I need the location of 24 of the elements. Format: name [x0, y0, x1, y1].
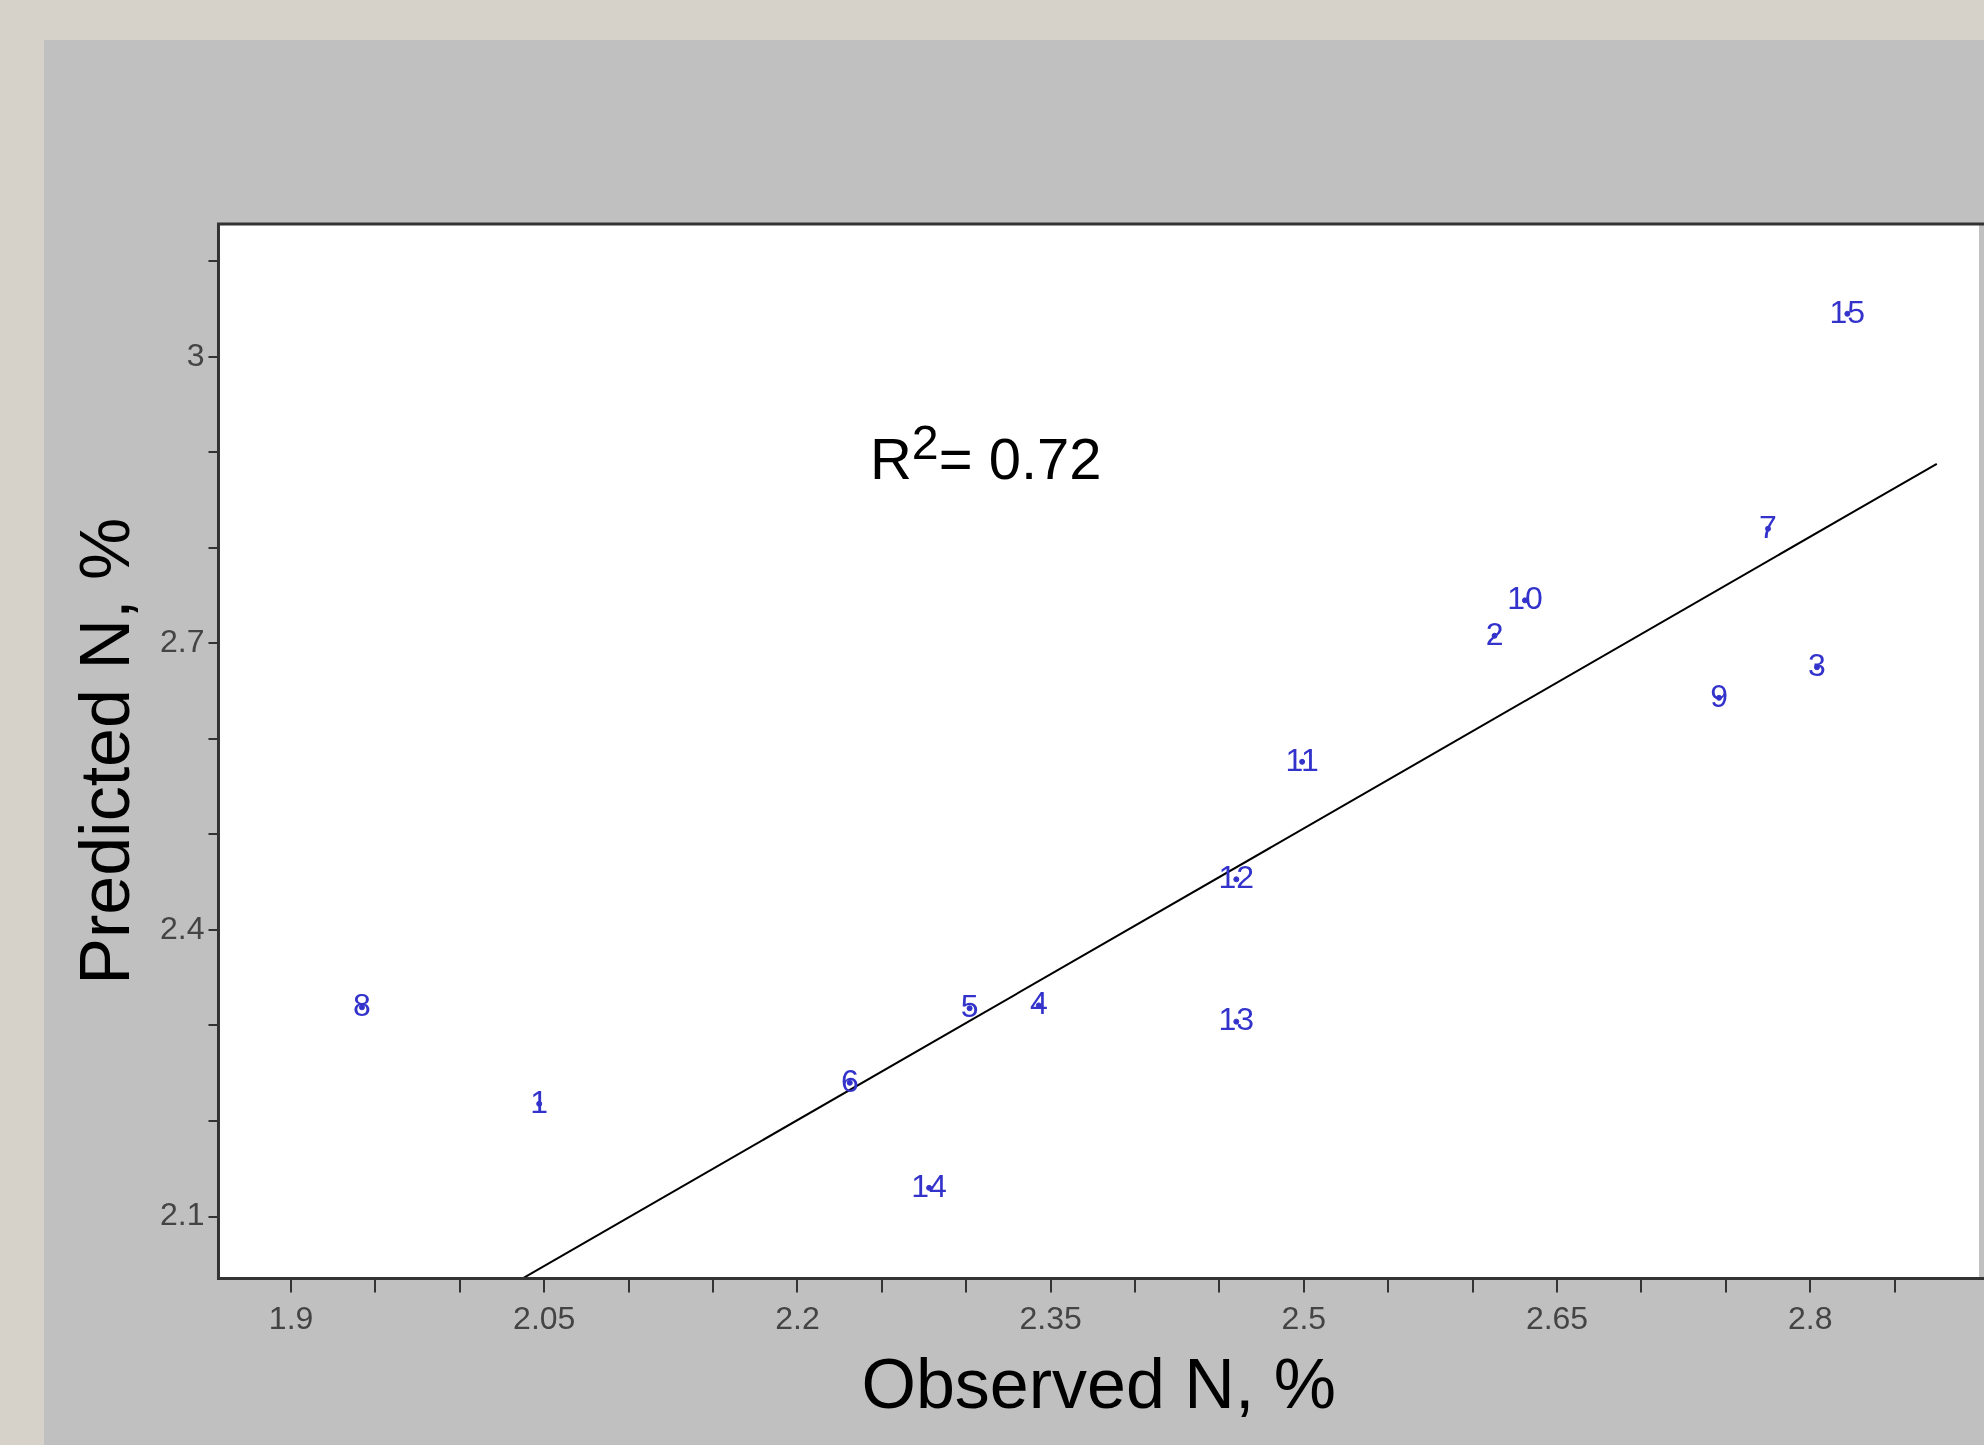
annotation: 13 [1218, 1001, 1255, 1038]
annotation: R$^{2}$= 0.72 [869, 413, 1102, 493]
annotation: 12 [1218, 859, 1255, 896]
annotation: 10 [1507, 580, 1543, 617]
x-axis-title: Observed N, % [861, 1345, 1337, 1424]
annotation: 11 [1285, 741, 1319, 778]
x-tick-label: 2.5 [1281, 1299, 1327, 1336]
x-tick-label: 2.2 [775, 1299, 820, 1336]
x-tick-label: 1.9 [268, 1299, 314, 1336]
x-tick-label: 2.35 [1019, 1299, 1082, 1336]
y-tick-label: 3 [186, 336, 205, 373]
y-tick-label: 2.4 [160, 909, 205, 946]
annotation: 15 [1829, 293, 1866, 330]
annotation: 4 [1029, 985, 1048, 1022]
annotation: 14 [911, 1167, 947, 1204]
annotation: 3 [1808, 647, 1826, 684]
annotation: 8 [353, 987, 371, 1024]
y-tick-label: 2.1 [160, 1196, 205, 1233]
annotation: 5 [960, 988, 979, 1025]
y-tick-label: 2.7 [160, 623, 205, 660]
x-tick-label: 2.05 [513, 1299, 576, 1336]
x-tick-label: 2.8 [1787, 1299, 1833, 1336]
x-tick-label: 2.65 [1525, 1299, 1589, 1336]
y-axis-title: Predicted N, % [66, 517, 145, 985]
